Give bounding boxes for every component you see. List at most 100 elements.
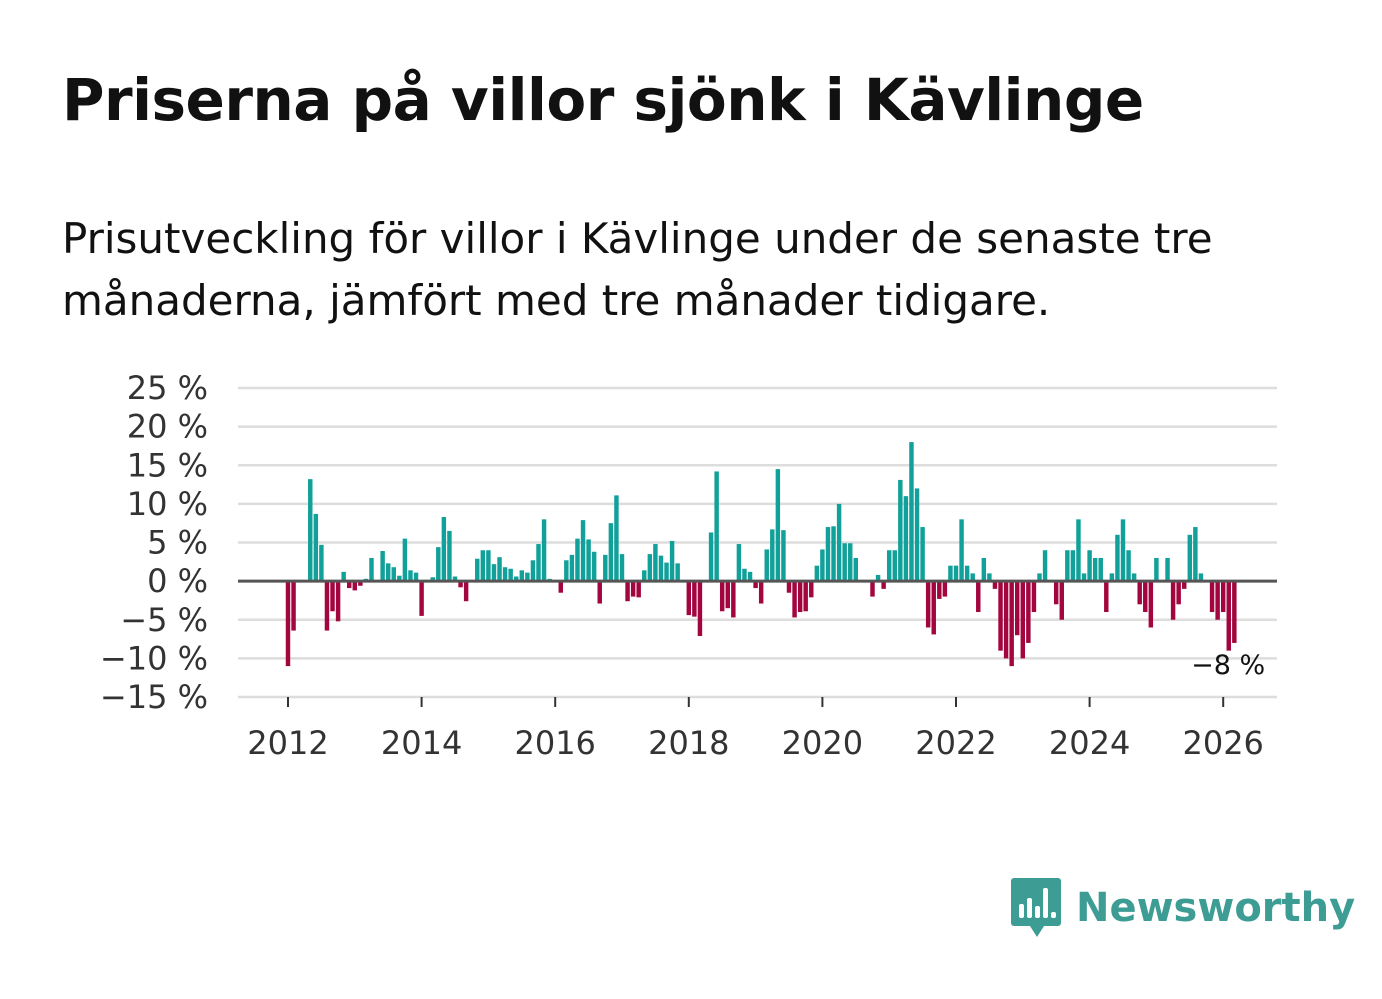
bar <box>831 526 836 582</box>
y-tick-label: −15 % <box>100 678 208 716</box>
bar <box>630 581 636 597</box>
bar <box>1154 557 1159 582</box>
bar <box>430 577 435 582</box>
bar <box>1076 519 1081 582</box>
bar <box>764 549 769 582</box>
bar <box>925 581 931 628</box>
bar <box>1065 550 1070 582</box>
bar <box>413 572 419 582</box>
bar <box>1148 581 1154 628</box>
bar <box>475 558 480 582</box>
bar <box>380 551 385 582</box>
bar <box>1020 581 1026 659</box>
bar <box>514 576 519 582</box>
bar <box>330 581 335 612</box>
bar <box>1003 581 1009 659</box>
bar <box>575 538 580 582</box>
bar <box>642 570 647 582</box>
bar <box>385 563 391 582</box>
newsworthy-logo-icon <box>1011 878 1061 937</box>
bar <box>1009 581 1014 667</box>
x-tick-label: 2022 <box>915 724 996 762</box>
bar <box>1031 581 1037 613</box>
bar <box>1176 581 1181 605</box>
brand-name: Newsworthy <box>1076 885 1356 931</box>
bar <box>903 496 909 582</box>
newsworthy-logo: Newsworthy <box>1010 876 1355 940</box>
bar <box>1226 581 1231 651</box>
bar <box>319 544 324 582</box>
bar <box>391 567 396 582</box>
bar <box>658 555 664 582</box>
bar <box>797 581 803 613</box>
bar <box>770 529 775 582</box>
bar <box>825 527 831 582</box>
bar <box>719 581 725 612</box>
bar <box>358 581 363 586</box>
bar <box>1026 581 1031 643</box>
bar <box>653 544 658 582</box>
bar <box>981 557 987 582</box>
bar <box>1104 581 1109 613</box>
bar <box>920 527 925 582</box>
bar <box>686 581 692 616</box>
x-tick-label: 2024 <box>1049 724 1130 762</box>
bar <box>775 469 781 582</box>
bar <box>1042 550 1048 582</box>
bar <box>898 479 903 582</box>
bar <box>1081 573 1087 582</box>
bar <box>597 581 602 604</box>
bar <box>352 581 358 591</box>
bar <box>1220 581 1226 613</box>
bar <box>714 471 719 582</box>
bar <box>558 581 563 593</box>
x-tick-label: 2020 <box>782 724 863 762</box>
bar <box>508 568 513 582</box>
bar <box>1193 527 1198 582</box>
bar <box>402 538 408 582</box>
bar <box>636 581 641 598</box>
y-axis: 25 %20 %15 %10 %5 %0 %−5 %−10 %−15 % <box>100 369 208 716</box>
bar <box>1209 581 1215 613</box>
bar <box>1053 581 1059 605</box>
bar <box>669 540 675 582</box>
bar <box>441 517 447 582</box>
bar <box>870 581 875 597</box>
y-tick-label: −5 % <box>120 601 208 639</box>
bar <box>335 581 341 622</box>
bar <box>853 557 859 582</box>
annotation-label: −8 % <box>1191 650 1265 681</box>
bar <box>647 554 653 582</box>
bar <box>992 581 998 589</box>
bar <box>948 565 953 582</box>
bar <box>419 581 424 616</box>
bar <box>580 520 586 582</box>
bar <box>564 560 569 582</box>
x-tick-label: 2018 <box>648 724 729 762</box>
bar <box>664 562 669 582</box>
x-tick-label: 2012 <box>247 724 328 762</box>
bar <box>842 543 847 582</box>
bar <box>497 557 502 582</box>
bar <box>1087 550 1092 582</box>
bar <box>820 549 825 582</box>
bar <box>1232 581 1237 643</box>
bar <box>1037 573 1042 582</box>
bar <box>848 543 853 582</box>
bar <box>697 581 703 636</box>
bar <box>909 442 914 582</box>
bar <box>525 572 530 582</box>
bar <box>1182 581 1187 589</box>
bar <box>619 554 625 582</box>
bar <box>836 503 842 582</box>
bar <box>1170 581 1176 620</box>
bar <box>397 575 402 582</box>
bar <box>1187 534 1193 582</box>
bar <box>519 570 525 582</box>
bar <box>1092 557 1098 582</box>
bar <box>1115 534 1120 582</box>
bar <box>931 581 936 635</box>
x-axis: 2012 2014 2016 2018 2020 2022 2024 2026 <box>238 696 1277 762</box>
chart-title: Priserna på villor sjönk i Kävlinge <box>62 66 1144 134</box>
